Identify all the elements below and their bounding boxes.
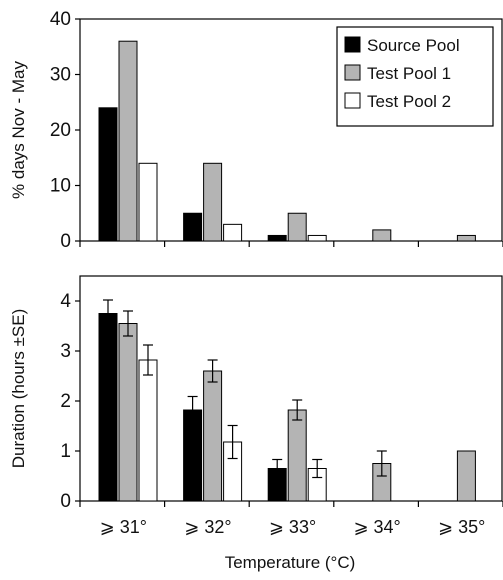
y-axis-label: % days Nov - May xyxy=(9,61,28,199)
legend-label: Source Pool xyxy=(367,36,460,55)
legend-label: Test Pool 1 xyxy=(367,64,451,83)
bar xyxy=(456,234,476,242)
bar xyxy=(183,212,203,242)
y-tick-label: 40 xyxy=(50,9,71,30)
x-axis-label: Temperature (°C) xyxy=(225,553,356,572)
y-tick-label: 4 xyxy=(60,291,71,312)
bar xyxy=(372,229,392,242)
legend-swatch xyxy=(344,64,361,81)
y-tick-label: 2 xyxy=(60,391,71,412)
bar xyxy=(287,409,307,502)
y-tick-label: 3 xyxy=(60,341,71,362)
top-chart-panel: 0 10 20 30 40 % days Nov - May Source Pool Test… xyxy=(9,9,503,252)
legend-box xyxy=(336,26,494,127)
bar xyxy=(287,212,307,242)
bar xyxy=(203,162,223,242)
bar xyxy=(456,450,476,502)
y-axis-label: Duration (hours ±SE) xyxy=(9,309,28,469)
x-tick-label: ⩾ 32° xyxy=(184,517,231,537)
y-tick-label: 20 xyxy=(50,120,71,141)
x-tick-label: ⩾ 34° xyxy=(353,517,400,537)
x-tick-label: ⩾ 35° xyxy=(438,517,485,537)
bar xyxy=(98,107,118,242)
y-tick-label: 1 xyxy=(60,441,71,462)
legend-label: Test Pool 2 xyxy=(367,92,451,111)
x-tick-label: ⩾ 33° xyxy=(269,517,316,537)
bar xyxy=(203,370,223,502)
y-tick-label: 30 xyxy=(50,65,71,86)
bar xyxy=(98,313,118,502)
bar xyxy=(307,234,327,242)
legend-swatch xyxy=(344,92,361,109)
bar xyxy=(267,234,287,242)
bar xyxy=(118,323,138,502)
bottom-chart-panel: 0 1 2 3 4 Duration (hours ±SE) ⩾ 31° ⩾ 32° ⩾ 33°… xyxy=(9,275,503,537)
legend-swatch xyxy=(344,36,361,53)
bar xyxy=(118,40,138,242)
y-tick-label: 0 xyxy=(60,491,71,512)
y-tick-label: 0 xyxy=(60,231,71,252)
bar xyxy=(138,162,158,242)
y-tick-label: 10 xyxy=(50,176,71,197)
bar xyxy=(138,359,158,502)
x-tick-label: ⩾ 31° xyxy=(100,517,147,537)
bar xyxy=(223,223,243,242)
